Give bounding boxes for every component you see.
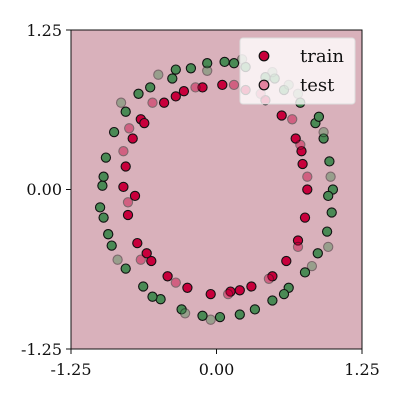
data-point-train-inner <box>218 80 227 89</box>
data-point-test-outer <box>326 172 335 181</box>
data-point-train-outer <box>314 112 323 121</box>
data-point-test-outer <box>203 66 212 75</box>
data-point-train-outer <box>107 241 116 250</box>
data-point-train-inner <box>171 92 180 101</box>
data-point-test-inner <box>288 115 297 124</box>
data-point-train-inner <box>300 213 309 222</box>
data-point-train-outer <box>235 310 244 319</box>
data-point-test-inner <box>264 274 273 283</box>
data-point-train-inner <box>128 134 137 143</box>
data-point-train-inner <box>235 286 244 295</box>
data-point-train-outer <box>121 107 130 116</box>
data-point-train-outer <box>148 292 157 301</box>
data-point-train-outer <box>99 213 108 222</box>
data-point-test-inner <box>303 172 312 181</box>
data-point-train-outer <box>121 264 130 273</box>
data-point-test-inner <box>119 147 128 156</box>
x-axis: -1.25 0.00 1.25 <box>50 349 379 379</box>
data-point-train-outer <box>215 313 224 322</box>
data-point-train-inner <box>183 283 192 292</box>
data-point-train-inner <box>277 111 286 120</box>
data-point-train-inner <box>133 239 142 248</box>
data-point-train-outer <box>99 172 108 181</box>
data-point-train-outer <box>268 296 277 305</box>
data-point-train-outer <box>96 203 105 212</box>
data-point-train-inner <box>179 87 188 96</box>
data-point-train-outer <box>98 181 107 190</box>
data-point-test-outer <box>307 262 316 271</box>
legend-label-test: test <box>300 75 335 96</box>
legend-label-train: train <box>300 46 344 67</box>
data-point-test-outer <box>104 230 113 239</box>
data-point-train-inner <box>119 182 128 191</box>
data-point-train-outer <box>279 290 288 299</box>
data-point-train-inner <box>298 159 307 168</box>
x-tick-label: 0.00 <box>199 360 235 379</box>
data-point-train-outer <box>146 83 155 92</box>
legend: train test <box>240 38 355 104</box>
data-point-train-inner <box>140 119 149 128</box>
data-point-train-outer <box>325 157 334 166</box>
data-point-test-inner <box>125 124 134 133</box>
data-point-train-inner <box>160 98 169 107</box>
data-point-test-inner <box>224 290 233 299</box>
data-point-train-outer <box>110 128 119 137</box>
data-point-train-inner <box>123 210 132 219</box>
data-point-train-inner <box>206 290 215 299</box>
data-point-test-outer <box>206 315 215 324</box>
data-point-test-inner <box>229 80 238 89</box>
y-tick-label: 1.25 <box>26 21 62 40</box>
data-point-test-outer <box>113 255 122 264</box>
data-point-train-outer <box>220 57 229 66</box>
data-point-test-inner <box>191 83 200 92</box>
x-tick-label: -1.25 <box>50 360 91 379</box>
y-tick-label: -1.25 <box>21 340 62 359</box>
data-point-train-outer <box>313 249 322 258</box>
data-point-train-outer <box>171 65 180 74</box>
legend-marker-test <box>259 80 269 90</box>
data-point-test-inner <box>136 255 145 264</box>
data-point-train-outer <box>323 227 332 236</box>
data-point-test-outer <box>154 70 163 79</box>
data-point-train-outer <box>186 64 195 73</box>
legend-marker-train <box>259 51 269 61</box>
data-point-test-inner <box>296 140 305 149</box>
data-point-train-outer <box>250 305 259 314</box>
data-point-test-inner <box>293 242 302 251</box>
data-point-train-outer <box>324 191 333 200</box>
data-point-test-outer <box>117 98 126 107</box>
data-point-test-outer <box>324 242 333 251</box>
data-point-test-inner <box>148 98 157 107</box>
y-tick-label: 0.00 <box>26 180 62 199</box>
data-point-train-outer <box>134 89 143 98</box>
x-tick-label: 1.25 <box>344 360 380 379</box>
data-point-train-outer <box>327 208 336 217</box>
data-point-train-outer <box>139 282 148 291</box>
data-point-train-inner <box>121 162 130 171</box>
data-point-train-outer <box>101 153 110 162</box>
data-point-train-outer <box>168 74 177 83</box>
data-point-test-outer <box>181 309 190 318</box>
y-axis: 1.25 0.00 -1.25 <box>21 21 71 359</box>
data-point-test-inner <box>123 198 132 207</box>
data-point-test-inner <box>171 278 180 287</box>
data-point-train-inner <box>282 256 291 265</box>
data-point-train-inner <box>303 185 312 194</box>
data-point-train-inner <box>163 272 172 281</box>
data-point-test-outer <box>319 128 328 137</box>
data-point-train-inner <box>247 282 256 291</box>
